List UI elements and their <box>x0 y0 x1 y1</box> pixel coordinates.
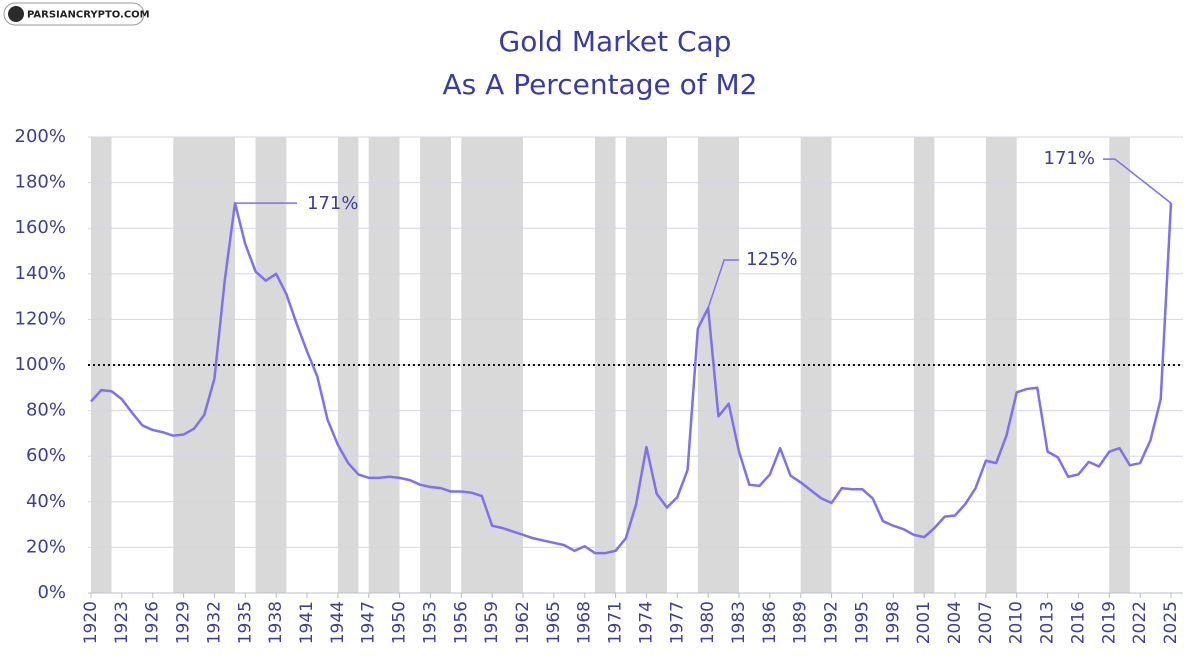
x-tick-label: 2019 <box>1099 601 1119 644</box>
y-tick-label: 100% <box>15 354 66 375</box>
watermark-box <box>3 2 145 26</box>
y-tick-label: 40% <box>26 491 66 512</box>
x-tick-label: 1962 <box>513 601 533 644</box>
x-tick-label: 1938 <box>266 601 286 644</box>
y-tick-label: 20% <box>26 536 66 557</box>
y-tick-label: 140% <box>15 263 66 284</box>
x-tick-label: 1980 <box>698 601 718 644</box>
x-tick-label: 1944 <box>328 601 348 644</box>
chart-title: Gold Market Cap <box>499 25 732 58</box>
x-tick-label: 2007 <box>976 601 996 644</box>
x-tick-label: 2022 <box>1130 601 1150 644</box>
y-tick-label: 60% <box>26 445 66 466</box>
x-tick-label: 1920 <box>81 601 101 644</box>
x-tick-label: 1935 <box>235 601 255 644</box>
x-tick-label: 2010 <box>1007 601 1027 644</box>
annotation-label: 125% <box>746 249 797 270</box>
x-tick-label: 1926 <box>143 601 163 644</box>
annotation-label: 171% <box>307 193 358 214</box>
x-tick-label: 2004 <box>945 601 965 644</box>
x-tick-label: 1977 <box>667 601 687 644</box>
x-tick-label: 1965 <box>544 601 564 644</box>
watermark-icon <box>8 6 24 22</box>
y-tick-label: 160% <box>15 217 66 238</box>
x-tick-label: 2013 <box>1038 601 1058 644</box>
series-line <box>90 201 1173 555</box>
y-tick-label: 80% <box>26 400 66 421</box>
y-tick-label: 0% <box>37 582 66 603</box>
x-tick-label: 1974 <box>636 601 656 644</box>
x-tick-label: 1986 <box>760 601 780 644</box>
x-tick-label: 1923 <box>112 601 132 644</box>
x-tick-label: 1932 <box>204 601 224 644</box>
annotation-label: 171% <box>1044 148 1095 169</box>
x-tick-label: 1998 <box>883 601 903 644</box>
y-tick-label: 200% <box>15 126 66 147</box>
x-tick-label: 1953 <box>420 601 440 644</box>
x-tick-label: 1989 <box>791 601 811 644</box>
x-tick-label: 1968 <box>575 601 595 644</box>
x-tick-label: 1950 <box>390 601 410 644</box>
x-tick-label: 1992 <box>822 601 842 644</box>
y-tick-label: 120% <box>15 308 66 329</box>
watermark-text: PARSIANCRYPTO.COM <box>27 10 150 21</box>
x-tick-label: 1959 <box>482 601 502 644</box>
x-tick-label: 1995 <box>852 601 872 644</box>
chart-subtitle: As A Percentage of M2 <box>443 68 758 101</box>
x-tick-label: 1929 <box>174 601 194 644</box>
x-tick-label: 1956 <box>451 601 471 644</box>
x-tick-label: 1947 <box>359 601 379 644</box>
y-tick-label: 180% <box>15 172 66 193</box>
watermark: PARSIANCRYPTO.COM <box>3 2 150 26</box>
x-tick-label: 1941 <box>297 601 317 644</box>
x-tick-label: 1971 <box>606 601 626 644</box>
annotation-leader <box>1103 158 1172 204</box>
annotation-leader <box>707 259 740 309</box>
x-tick-label: 2001 <box>914 601 934 644</box>
x-tick-label: 2025 <box>1161 601 1181 644</box>
x-tick-label: 1983 <box>729 601 749 644</box>
x-tick-label: 2016 <box>1068 601 1088 644</box>
